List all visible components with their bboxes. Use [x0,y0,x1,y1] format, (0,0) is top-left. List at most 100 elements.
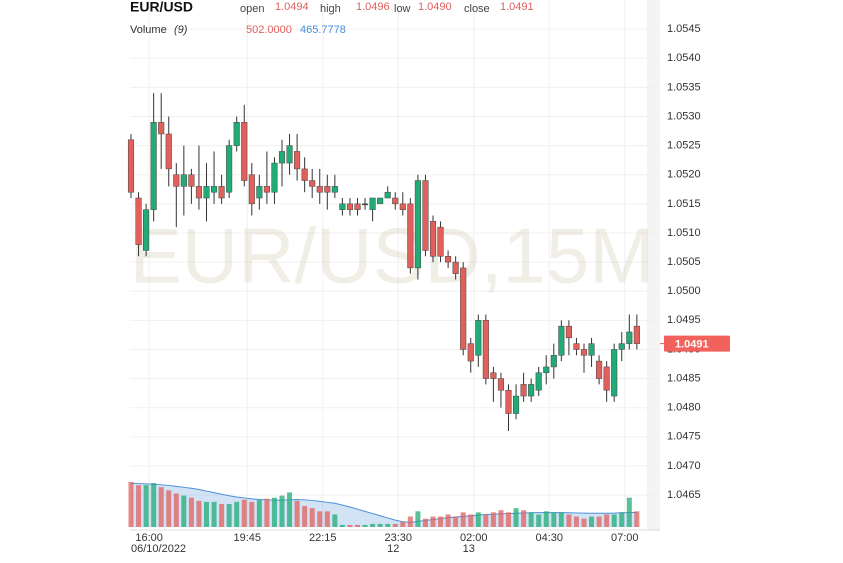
header-value: 1.0496 [356,1,390,13]
candle-body [377,197,384,205]
candle-body [294,151,301,170]
x-date-label: 06/10/2022 [131,543,186,555]
last-price-label: 1.0491 [675,339,709,351]
volume-bar [407,516,413,527]
volume-bar [468,514,474,527]
candle-body [460,267,467,350]
candle-body [513,395,520,414]
volume-bar [581,518,587,527]
volume-bar [173,493,179,527]
x-tick-label: 23:30 [384,532,412,544]
candle-body [550,355,557,368]
volume-bar [294,500,300,527]
volume-bar [475,512,481,527]
candle-body [392,197,399,205]
x-tick-label: 19:45 [233,532,261,544]
candle-body [150,122,157,210]
candle-body [596,360,603,379]
volume-bar [219,503,225,527]
candle-body [127,139,135,193]
volume-bar [264,498,270,527]
y-tick-label: 1.0510 [667,227,701,239]
y-tick-label: 1.0540 [667,52,701,64]
candle-body [316,186,323,193]
volume-bar [626,497,632,527]
volume-bar [347,524,353,527]
candle-body [278,151,286,164]
header-value: 1.0490 [418,1,452,13]
candle-body [520,384,527,397]
volume-bar [324,511,330,527]
volume-bar [445,514,451,527]
candle-body [445,256,452,263]
candle-body [505,389,512,414]
candle-body [158,122,165,135]
y-tick-label: 1.0535 [667,81,701,93]
candle-body [528,384,535,397]
volume-bar [204,501,209,527]
y-tick-label: 1.0515 [667,198,701,210]
candle-body [618,343,625,350]
symbol: EUR/USD [130,0,193,15]
candle-body [573,343,580,350]
volume-bar [513,508,519,527]
volume-bar [589,516,595,527]
y-tick-label: 1.0475 [667,431,701,443]
volume-bar [279,495,285,527]
volume-bar [377,523,383,527]
candle-body [535,372,542,391]
volume-bar [385,523,391,527]
y-tick-label: 1.0465 [667,489,701,501]
header-label: close [464,3,490,15]
candle-body [218,186,225,199]
volume-bar [370,523,376,527]
candle-body [467,343,474,362]
volume-bar [460,512,466,527]
candle-body [233,122,240,146]
volume-bar [453,516,459,527]
volume-bar [596,516,602,527]
x-tick-label: 04:30 [535,532,563,544]
candle-body [407,203,414,269]
candle-body [286,145,293,164]
candle-body [437,226,444,257]
volume-value: 502.0000 [246,24,292,36]
candle-body [180,174,187,187]
y-tick-label: 1.0505 [667,256,701,268]
volume-bar [430,516,436,527]
volume-bar [309,508,315,527]
volume-bar [355,524,360,527]
candle-body [414,180,421,269]
header-value: 1.0494 [275,1,309,13]
y-tick-label: 1.0495 [667,314,701,326]
candle-body [211,186,218,193]
volume-bar [302,506,308,527]
candle-body [429,221,437,257]
volume-bar [332,514,338,527]
volume-bar [226,503,232,527]
volume-bar [573,516,579,527]
candle-body [626,331,633,344]
volume-bar [536,514,542,527]
volume-bar [498,510,504,527]
volume-bar [634,511,640,527]
volume-bar [158,487,164,527]
volume-bar [188,497,194,527]
candle-body [558,325,565,356]
y-tick-label: 1.0485 [667,372,701,384]
candle-body [362,203,369,206]
x-tick-label: 07:00 [611,532,639,544]
y-tick-label: 1.0470 [667,460,701,472]
candle-body [173,174,180,187]
volume-bar [392,523,398,527]
volume-bar [317,511,323,527]
volume-bar [196,500,202,527]
header-label: high [320,3,341,15]
candle-body [603,366,610,391]
candle-body [271,162,278,193]
volume-bar [136,485,142,527]
header-label: open [240,3,264,15]
candle-body [324,186,331,193]
volume-bar [619,512,625,527]
